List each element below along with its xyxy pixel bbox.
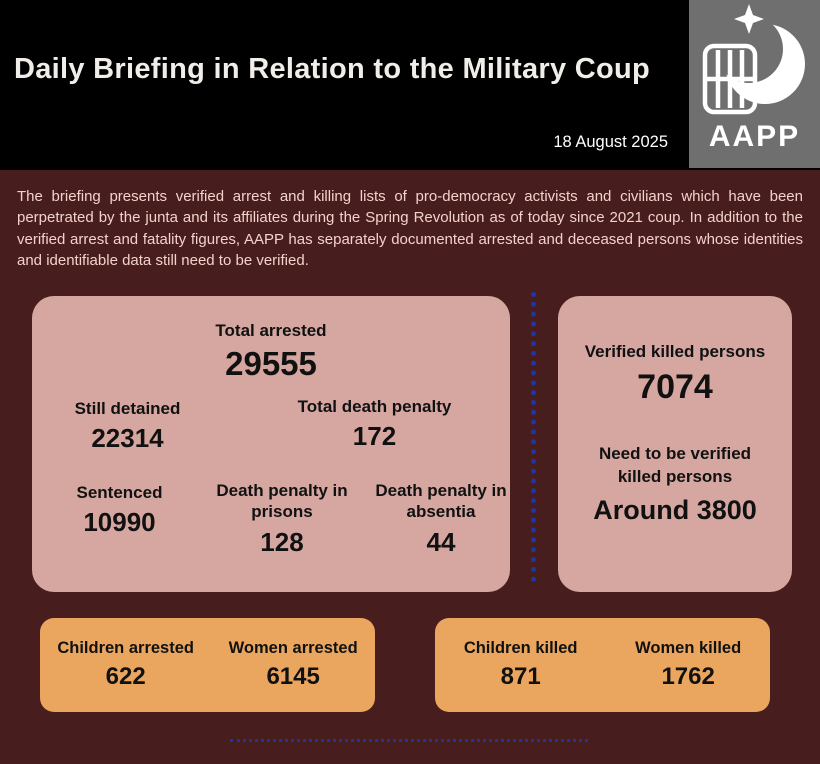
stat-still-detained: Still detained 22314 [50, 398, 205, 454]
killed-demographics-card: Children killed 871 Women killed 1762 [435, 618, 770, 712]
page-title: Daily Briefing in Relation to the Milita… [14, 53, 651, 85]
stat-label: Verified killed persons [584, 342, 766, 361]
logo-text: AAPP [708, 120, 801, 153]
stat-label: Death penalty in absentia [375, 481, 507, 522]
stat-children-killed: Children killed 871 [464, 639, 578, 691]
stat-value: 10990 [83, 507, 156, 538]
stat-value: 1762 [661, 663, 715, 690]
star-icon [734, 4, 764, 34]
stat-label: Need to be verified killed persons [598, 444, 752, 486]
stat-total-arrested: Total arrested 29555 [32, 320, 510, 383]
stat-sentenced: Sentenced 10990 [42, 482, 197, 538]
killed-stats-card: Verified killed persons 7074 Need to be … [558, 296, 792, 592]
stat-label: Children killed [463, 639, 578, 657]
stat-value: 22314 [91, 423, 164, 454]
stat-death-penalty-in-absentia: Death penalty in absentia 44 [370, 480, 512, 558]
arrested-demographics-card: Children arrested 622 Women arrested 614… [40, 618, 375, 712]
stat-value: 622 [105, 663, 146, 690]
stat-value: 871 [500, 663, 541, 690]
stat-label: Total arrested [215, 321, 327, 340]
stat-label: Women arrested [228, 639, 358, 657]
stat-value: 128 [260, 526, 304, 557]
aapp-logo: AAPP [689, 0, 820, 168]
stat-value: 172 [352, 421, 397, 452]
prison-bars-icon [702, 43, 758, 115]
stat-women-killed: Women killed 1762 [635, 639, 741, 691]
stat-label: Women killed [635, 639, 742, 657]
stat-children-arrested: Children arrested 622 [57, 639, 194, 691]
stat-women-arrested: Women arrested 6145 [229, 639, 358, 691]
stat-label: Children arrested [57, 639, 194, 657]
stat-value: 6145 [266, 663, 320, 690]
stat-label: Sentenced [76, 483, 163, 502]
stat-label: Still detained [74, 399, 181, 418]
stat-label: Death penalty in prisons [216, 481, 348, 522]
arrest-stats-card: Total arrested 29555 Still detained 2231… [32, 296, 510, 592]
vertical-dotted-divider [531, 292, 536, 582]
stat-value: 44 [426, 526, 456, 557]
stat-total-death-penalty: Total death penalty 172 [257, 396, 492, 452]
stat-value: 29555 [225, 345, 317, 383]
stat-label: Total death penalty [297, 397, 452, 416]
briefing-date: 18 August 2025 [553, 133, 668, 151]
intro-text: The briefing presents verified arrest an… [17, 188, 803, 269]
header: Daily Briefing in Relation to the Milita… [0, 0, 820, 170]
stat-value: 7074 [637, 368, 713, 406]
stat-death-penalty-in-prisons: Death penalty in prisons 128 [212, 480, 352, 558]
crescent-moon-and-star-icon [702, 4, 805, 115]
stat-value: Around 3800 [593, 494, 757, 525]
horizontal-dotted-divider [230, 739, 588, 742]
